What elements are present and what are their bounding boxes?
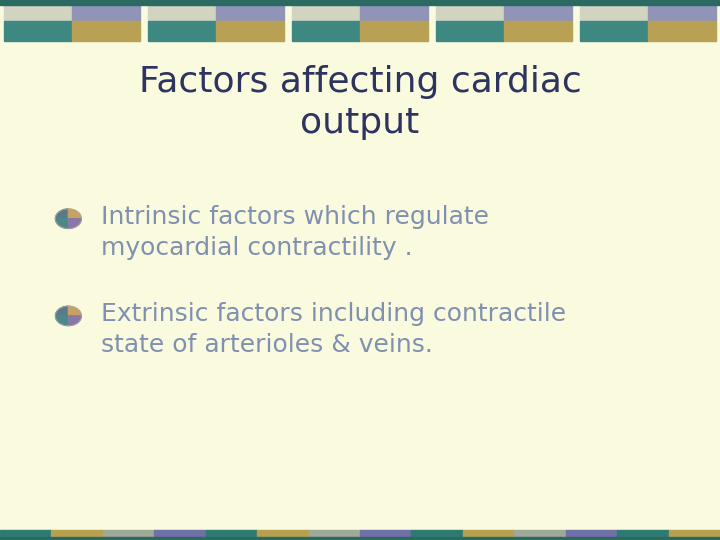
- Bar: [0, 530, 51, 540]
- Bar: [206, 530, 257, 540]
- Text: Intrinsic factors which regulate
myocardial contractility .: Intrinsic factors which regulate myocard…: [101, 205, 489, 260]
- Bar: [4, 1, 72, 20]
- Bar: [216, 21, 284, 40]
- Bar: [514, 530, 566, 540]
- Bar: [0, 537, 720, 540]
- Bar: [566, 530, 617, 540]
- Polygon shape: [68, 306, 81, 316]
- Bar: [4, 21, 72, 40]
- Bar: [580, 1, 648, 20]
- Bar: [103, 530, 154, 540]
- Bar: [72, 21, 140, 40]
- Bar: [648, 1, 716, 20]
- Bar: [504, 21, 572, 40]
- Bar: [154, 530, 206, 540]
- Bar: [360, 1, 428, 20]
- Bar: [463, 530, 514, 540]
- Polygon shape: [55, 316, 68, 326]
- Polygon shape: [55, 219, 68, 228]
- Polygon shape: [68, 209, 81, 219]
- Bar: [669, 530, 720, 540]
- Bar: [360, 21, 428, 40]
- Polygon shape: [55, 209, 68, 219]
- Bar: [257, 530, 309, 540]
- Bar: [148, 1, 216, 20]
- Bar: [436, 1, 504, 20]
- Bar: [309, 530, 360, 540]
- Text: Factors affecting cardiac
output: Factors affecting cardiac output: [139, 65, 581, 139]
- Polygon shape: [68, 316, 81, 326]
- Bar: [51, 530, 103, 540]
- Bar: [360, 530, 411, 540]
- Bar: [292, 1, 360, 20]
- Bar: [72, 1, 140, 20]
- Bar: [292, 21, 360, 40]
- Bar: [504, 1, 572, 20]
- Bar: [617, 530, 669, 540]
- Bar: [216, 1, 284, 20]
- Bar: [411, 530, 463, 540]
- Bar: [648, 21, 716, 40]
- Bar: [148, 21, 216, 40]
- Bar: [0, 0, 720, 5]
- Text: Extrinsic factors including contractile
state of arterioles & veins.: Extrinsic factors including contractile …: [101, 302, 566, 357]
- Polygon shape: [68, 219, 81, 228]
- Polygon shape: [55, 306, 68, 316]
- Bar: [436, 21, 504, 40]
- Bar: [580, 21, 648, 40]
